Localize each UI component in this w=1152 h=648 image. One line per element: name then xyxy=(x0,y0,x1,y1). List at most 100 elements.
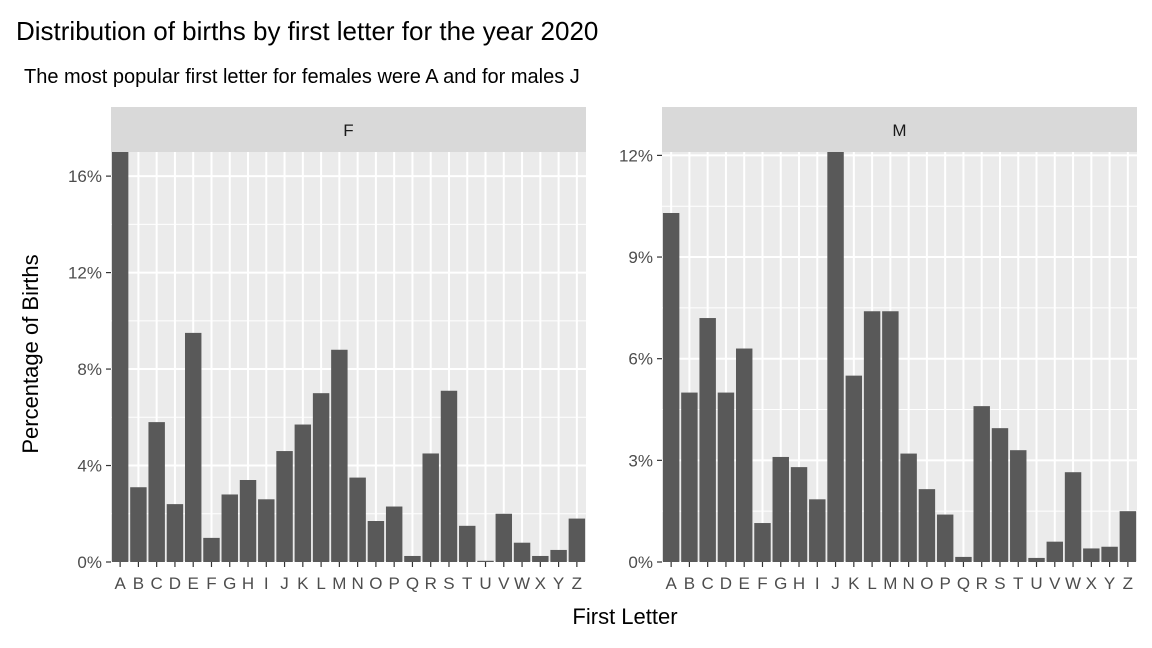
bar-f-k xyxy=(294,424,312,562)
bar-f-w xyxy=(513,542,531,562)
x-tick-label: N xyxy=(902,574,914,593)
x-tick-label: D xyxy=(169,574,181,593)
x-tick-label: I xyxy=(264,574,269,593)
x-tick-label: A xyxy=(114,574,126,593)
x-tick-label: P xyxy=(940,574,951,593)
x-tick-label: B xyxy=(133,574,144,593)
bar-m-r xyxy=(973,406,990,562)
bar-m-q xyxy=(955,556,972,562)
bar-m-b xyxy=(681,392,698,562)
x-tick-label: P xyxy=(389,574,400,593)
bar-f-l xyxy=(312,393,330,562)
bar-f-y xyxy=(550,549,567,562)
x-tick-label: O xyxy=(369,574,382,593)
x-tick-label: D xyxy=(720,574,732,593)
x-tick-label: Z xyxy=(1123,574,1133,593)
x-tick-label: H xyxy=(242,574,254,593)
x-tick-label: G xyxy=(774,574,787,593)
x-axis-title: First Letter xyxy=(572,604,677,629)
bar-m-s xyxy=(991,428,1009,562)
y-tick-label: 6% xyxy=(628,350,653,369)
bar-m-l xyxy=(863,311,881,562)
bar-f-i xyxy=(258,499,275,562)
facet-strip xyxy=(111,107,586,152)
bar-f-e xyxy=(184,332,202,562)
x-tick-label: R xyxy=(425,574,437,593)
x-tick-label: H xyxy=(793,574,805,593)
facets: F0%4%8%12%16%A B C D E F G H I J K L M N O P Q R S T U V W X Y ZM… xyxy=(68,107,1137,593)
x-tick-label: S xyxy=(443,574,454,593)
x-tick-label: X xyxy=(1086,574,1097,593)
bar-m-z xyxy=(1119,511,1137,562)
bar-m-i xyxy=(809,499,826,562)
bar-f-q xyxy=(404,555,421,562)
bar-m-y xyxy=(1101,546,1118,562)
y-tick-label: 9% xyxy=(628,248,653,267)
bar-f-u xyxy=(477,560,494,562)
x-tick-label: Z xyxy=(572,574,582,593)
bar-m-o xyxy=(918,489,936,562)
x-tick-label: C xyxy=(151,574,163,593)
bar-f-g xyxy=(221,494,238,562)
y-axis-title: Percentage of Births xyxy=(18,254,43,453)
x-tick-label: W xyxy=(1065,574,1081,593)
y-tick-label: 8% xyxy=(77,360,102,379)
x-tick-label: M xyxy=(883,574,897,593)
bar-m-w xyxy=(1064,472,1082,562)
facet-m: M0%3%6%9%12%A B C D E F G H I J K L M N O P Q R S T U V W X Y Z xyxy=(619,107,1137,593)
x-tick-label: A xyxy=(665,574,677,593)
bar-f-h xyxy=(239,480,257,562)
bar-f-c xyxy=(148,422,165,562)
x-tick-label: U xyxy=(479,574,491,593)
x-tick-label: J xyxy=(831,574,840,593)
x-tick-label: X xyxy=(535,574,546,593)
bar-m-c xyxy=(699,318,716,562)
x-tick-label: V xyxy=(1049,574,1061,593)
bar-f-t xyxy=(459,525,476,562)
bar-m-d xyxy=(717,392,735,562)
bar-m-p xyxy=(936,514,954,562)
bar-f-x xyxy=(532,555,549,562)
x-tick-label: I xyxy=(815,574,820,593)
bar-f-d xyxy=(166,504,184,562)
x-tick-label: L xyxy=(316,574,325,593)
x-tick-label: K xyxy=(297,574,309,593)
x-tick-label: K xyxy=(848,574,860,593)
bar-f-s xyxy=(440,390,458,562)
chart-subtitle: The most popular first letter for female… xyxy=(24,66,580,88)
x-tick-label: R xyxy=(976,574,988,593)
facet-strip xyxy=(662,107,1137,152)
bar-m-e xyxy=(735,348,753,562)
bar-f-n xyxy=(349,477,366,562)
x-tick-label: J xyxy=(280,574,289,593)
x-tick-label: F xyxy=(206,574,216,593)
chart-title: Distribution of births by first letter f… xyxy=(16,16,598,46)
bar-m-j xyxy=(827,152,844,562)
bar-m-f xyxy=(754,523,771,562)
x-tick-label: L xyxy=(867,574,876,593)
bar-f-f xyxy=(203,537,220,562)
bar-m-m xyxy=(882,311,899,562)
x-tick-label: E xyxy=(739,574,750,593)
bar-m-a xyxy=(662,212,680,562)
y-tick-label: 0% xyxy=(77,553,102,572)
bar-f-m xyxy=(331,349,348,562)
bar-m-h xyxy=(790,467,808,562)
bar-f-j xyxy=(276,451,293,562)
x-tick-label: V xyxy=(498,574,510,593)
x-tick-label: B xyxy=(684,574,695,593)
x-tick-label: Y xyxy=(1104,574,1115,593)
x-tick-label: O xyxy=(920,574,933,593)
y-tick-label: 12% xyxy=(619,146,653,165)
x-tick-label: Y xyxy=(553,574,564,593)
bar-f-r xyxy=(422,453,439,562)
bar-f-o xyxy=(367,521,385,562)
bar-m-x xyxy=(1083,548,1100,562)
y-tick-label: 0% xyxy=(628,553,653,572)
bar-f-v xyxy=(495,513,513,562)
x-tick-label: W xyxy=(514,574,530,593)
x-tick-label: S xyxy=(994,574,1005,593)
bar-m-v xyxy=(1046,541,1064,562)
x-tick-label: T xyxy=(462,574,472,593)
